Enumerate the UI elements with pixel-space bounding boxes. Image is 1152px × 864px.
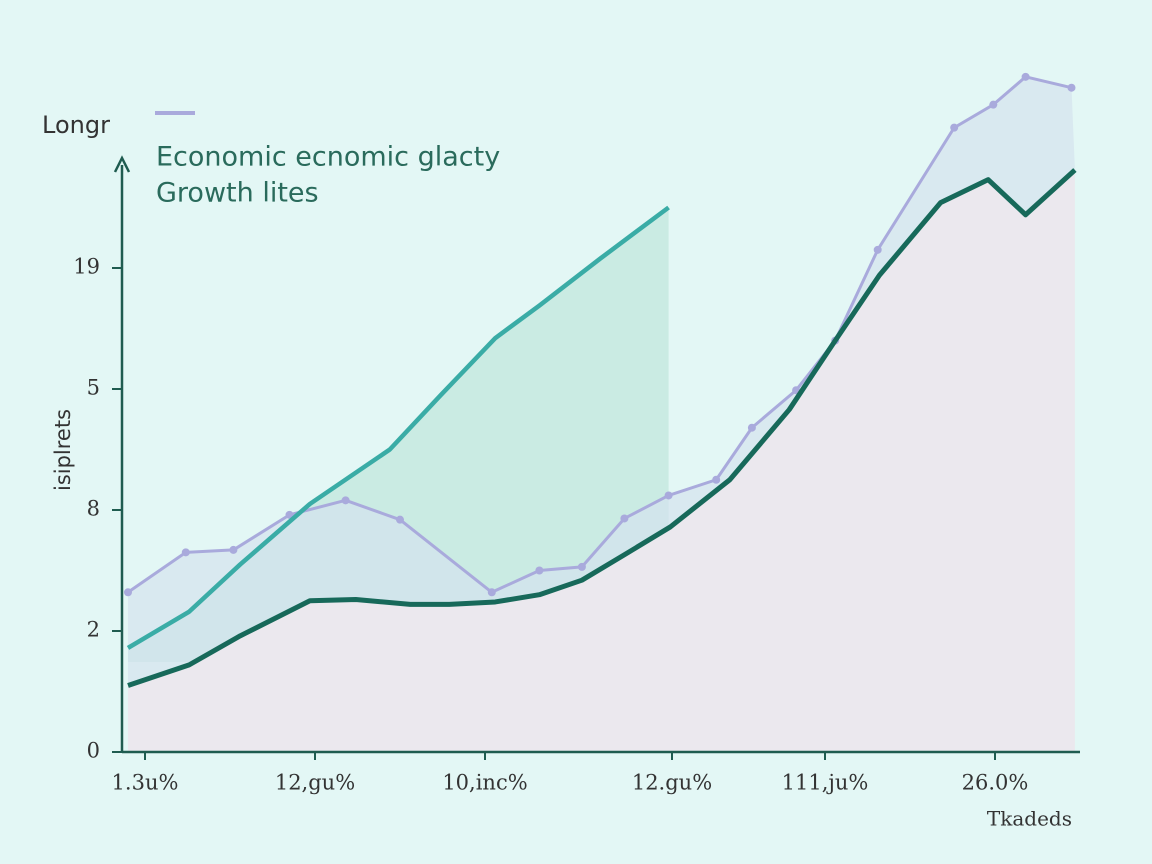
x-tick-label: 12.gu% bbox=[632, 771, 712, 795]
y-tick-label: 8 bbox=[87, 497, 100, 521]
point bbox=[1021, 72, 1030, 81]
legend-label: Growth lites bbox=[156, 178, 319, 209]
y-tick-label: 2 bbox=[87, 618, 100, 642]
x-tick-label: 10,inc% bbox=[442, 771, 527, 795]
chart-title: Longr bbox=[42, 111, 110, 139]
axis-arrow bbox=[113, 155, 131, 173]
point bbox=[285, 510, 294, 519]
y-tick-label: 0 bbox=[87, 739, 100, 763]
point bbox=[747, 423, 756, 432]
point bbox=[535, 566, 544, 575]
point bbox=[873, 245, 882, 254]
x-axis-label: Tkadeds bbox=[987, 807, 1072, 831]
point bbox=[989, 100, 998, 109]
x-tick-label: 111,ju% bbox=[782, 771, 869, 795]
point bbox=[487, 588, 496, 597]
y-tick-label: 5 bbox=[87, 376, 100, 400]
y-tick-label: 19 bbox=[73, 255, 100, 279]
point bbox=[341, 496, 350, 505]
y-axis-label: isiplrets bbox=[51, 409, 75, 491]
plot-area: 0 2 8 5 19 1.3u% 12,gu% 10,inc% 12.gu% 111,ju% 26.… bbox=[73, 72, 1080, 795]
area bbox=[128, 76, 1075, 686]
line bbox=[127, 168, 1077, 688]
point bbox=[124, 588, 132, 597]
point bbox=[1067, 83, 1076, 92]
x-tick-label: 1.3u% bbox=[112, 771, 179, 795]
point bbox=[620, 514, 629, 523]
point bbox=[396, 515, 404, 524]
point bbox=[712, 475, 721, 484]
line bbox=[126, 205, 670, 650]
legend-label: Economic ecnomic glacty bbox=[156, 142, 500, 173]
point bbox=[181, 548, 190, 557]
point bbox=[664, 491, 673, 500]
point bbox=[229, 545, 238, 554]
point bbox=[577, 562, 586, 571]
point bbox=[950, 123, 959, 132]
area bbox=[128, 169, 1075, 753]
x-tick-label: 26.0% bbox=[962, 771, 1029, 795]
x-tick-label: 12,gu% bbox=[275, 771, 355, 795]
